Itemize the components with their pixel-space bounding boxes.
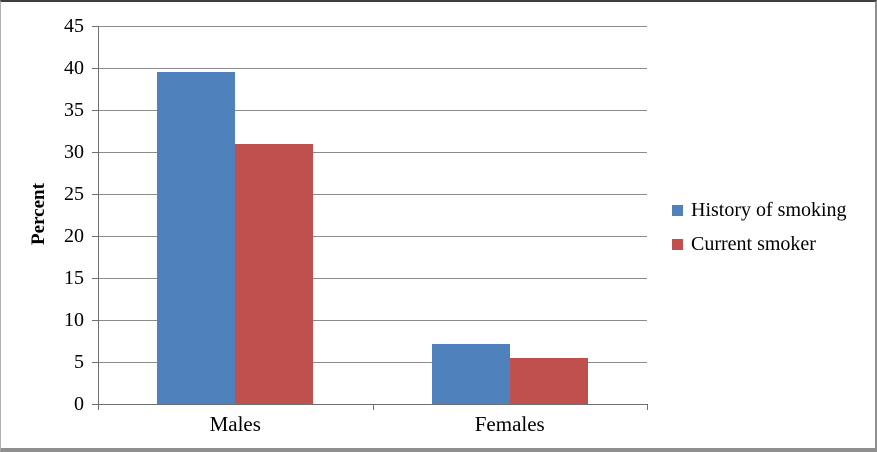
legend: History of smoking Current smoker bbox=[672, 197, 847, 265]
legend-label: History of smoking bbox=[691, 199, 847, 221]
gridline-10 bbox=[98, 320, 647, 321]
x-axis-line bbox=[98, 404, 648, 405]
y-tick-10 bbox=[92, 320, 98, 321]
y-tick-0 bbox=[92, 404, 98, 405]
legend-label: Current smoker bbox=[691, 233, 816, 255]
gridline-25 bbox=[98, 194, 647, 195]
y-tick-label-15: 15 bbox=[64, 267, 84, 289]
y-tick-25 bbox=[92, 194, 98, 195]
x-tick-1 bbox=[372, 405, 374, 410]
y-tick-40 bbox=[92, 68, 98, 69]
gridline-35 bbox=[98, 110, 647, 111]
gridline-30 bbox=[98, 152, 647, 153]
legend-swatch-icon bbox=[672, 238, 683, 250]
y-tick-15 bbox=[92, 278, 98, 279]
gridline-15 bbox=[98, 278, 647, 279]
legend-swatch-icon bbox=[672, 204, 683, 216]
legend-item-0: History of smoking bbox=[672, 197, 847, 223]
y-tick-label-25: 25 bbox=[64, 183, 84, 205]
y-tick-label-40: 40 bbox=[64, 57, 84, 79]
gridline-40 bbox=[98, 68, 647, 69]
bar-males-0 bbox=[157, 72, 236, 404]
bar-males-1 bbox=[235, 143, 314, 404]
x-category-label-females: Females bbox=[474, 412, 545, 436]
y-tick-30 bbox=[92, 152, 98, 153]
y-tick-20 bbox=[92, 236, 98, 237]
y-tick-45 bbox=[92, 26, 98, 27]
x-tick-0 bbox=[98, 405, 99, 410]
y-tick-label-30: 30 bbox=[64, 141, 84, 163]
legend-item-1: Current smoker bbox=[672, 231, 847, 257]
y-axis-title: Percent bbox=[28, 183, 49, 245]
y-tick-label-5: 5 bbox=[74, 351, 84, 373]
y-tick-label-0: 0 bbox=[74, 393, 84, 415]
y-tick-label-45: 45 bbox=[64, 15, 84, 37]
x-category-label-males: Males bbox=[209, 412, 261, 436]
y-tick-label-20: 20 bbox=[64, 225, 84, 247]
bar-females-1 bbox=[509, 357, 588, 404]
gridline-20 bbox=[98, 236, 647, 237]
y-axis-line bbox=[98, 26, 99, 405]
gridline-5 bbox=[98, 362, 647, 363]
y-tick-5 bbox=[92, 362, 98, 363]
gridline-45 bbox=[98, 26, 647, 27]
y-tick-35 bbox=[92, 110, 98, 111]
y-tick-label-10: 10 bbox=[64, 309, 84, 331]
y-tick-label-35: 35 bbox=[64, 99, 84, 121]
x-tick-2 bbox=[647, 405, 648, 410]
bar-females-0 bbox=[431, 343, 510, 404]
